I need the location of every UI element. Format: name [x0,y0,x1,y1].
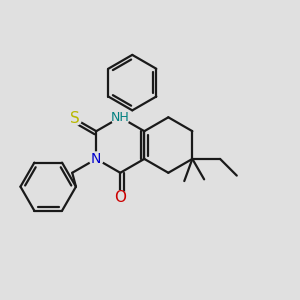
Text: O: O [114,190,126,205]
Text: NH: NH [111,111,130,124]
Circle shape [89,152,103,166]
Circle shape [113,191,127,205]
Circle shape [111,108,129,126]
Circle shape [68,112,82,126]
Text: S: S [70,111,80,126]
Text: N: N [91,152,101,166]
